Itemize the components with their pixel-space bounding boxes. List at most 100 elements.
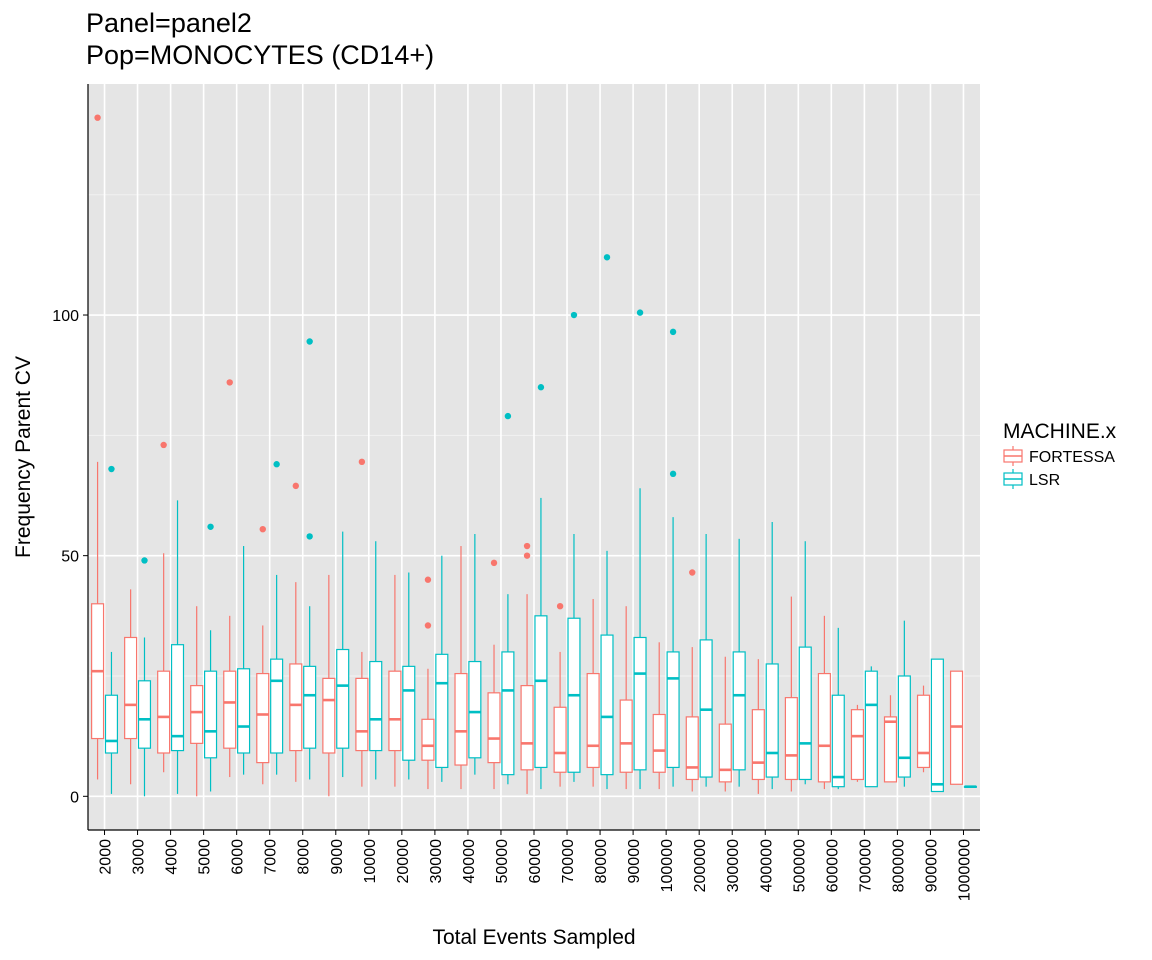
box-fortessa-4000: [157, 441, 171, 773]
box-iqr: [124, 636, 138, 740]
box-lsr-10000: [369, 541, 383, 780]
box-fortessa-200000: [685, 569, 699, 792]
box-lsr-100000: [666, 328, 680, 787]
box-iqr: [520, 685, 534, 771]
box-iqr: [718, 723, 732, 783]
x-tick-label: 40000: [461, 839, 478, 884]
box-lsr-600000: [831, 627, 845, 790]
box-lsr-40000: [468, 534, 482, 775]
box-iqr: [369, 660, 383, 752]
box-lsr-70000: [567, 311, 581, 782]
outlier-point: [570, 311, 578, 319]
box-lsr-50000: [501, 412, 515, 785]
box-lsr-6000: [237, 546, 251, 775]
outlier-point: [141, 557, 148, 564]
box-lsr-500000: [798, 541, 812, 785]
x-tick-label: 4000: [164, 839, 181, 875]
box-lsr-200000: [699, 534, 713, 787]
box-iqr: [487, 692, 501, 764]
box-lsr-400000: [765, 521, 779, 790]
outlier-point: [358, 458, 366, 466]
legend-item-lsr: LSR: [1003, 469, 1060, 489]
box-iqr: [916, 694, 931, 769]
box-iqr: [322, 677, 336, 754]
x-axis-title: Total Events Sampled: [432, 926, 635, 949]
x-tick-label: 500000: [791, 839, 808, 892]
box-iqr: [402, 665, 416, 761]
box-lsr-8000: [303, 338, 317, 780]
box-lsr-2000: [104, 465, 119, 794]
box-iqr: [270, 658, 284, 754]
legend: MACHINE.x FORTESSA LSR: [1003, 420, 1117, 489]
box-iqr: [751, 709, 765, 781]
box-fortessa-300000: [718, 656, 732, 792]
box-iqr: [600, 634, 614, 776]
box-fortessa-80000: [586, 598, 600, 787]
box-fortessa-2000: [91, 114, 105, 780]
box-fortessa-8000: [289, 482, 303, 782]
legend-item-fortessa: FORTESSA: [1003, 446, 1115, 466]
x-tick-label: 600000: [824, 839, 841, 892]
box-lsr-20000: [402, 572, 416, 780]
y-axis-title: Frequency Parent CV: [12, 356, 35, 558]
x-tick-label: 8000: [296, 839, 313, 875]
box-fortessa-1000000: [949, 670, 964, 785]
box-iqr: [586, 672, 600, 769]
box-iqr: [652, 713, 666, 773]
outlier-point: [504, 412, 512, 420]
box-fortessa-10000: [355, 458, 369, 787]
outlier-point: [160, 441, 167, 449]
box-iqr: [501, 651, 515, 776]
box-iqr: [732, 651, 746, 771]
x-tick-label: 7000: [263, 839, 280, 875]
box-iqr: [685, 716, 699, 781]
box-iqr: [355, 677, 369, 752]
outlier-point: [424, 576, 432, 583]
box-fortessa-70000: [553, 603, 567, 787]
box-iqr: [137, 680, 152, 749]
box-iqr: [289, 663, 303, 752]
x-tick-label: 3000: [131, 839, 148, 875]
box-iqr: [237, 668, 251, 754]
box-lsr-80000: [600, 254, 614, 790]
box-iqr: [190, 685, 204, 744]
y-tick-label: 50: [61, 549, 79, 566]
legend-title: MACHINE.x: [1003, 420, 1117, 443]
box-lsr-9000: [336, 531, 350, 778]
y-tick-label: 0: [70, 789, 79, 806]
box-iqr: [930, 658, 944, 793]
chart-subtitle: Pop=MONOCYTES (CD14+): [86, 40, 434, 70]
box-iqr: [765, 663, 779, 778]
box-lsr-60000: [534, 384, 548, 790]
x-tick-label: 30000: [428, 839, 445, 884]
box-iqr: [534, 615, 548, 769]
box-fortessa-30000: [421, 576, 435, 790]
outlier-point: [636, 309, 644, 316]
box-iqr: [421, 718, 435, 761]
box-iqr: [798, 646, 812, 781]
chart-title: Panel=panel2: [86, 8, 252, 38]
box-fortessa-60000: [520, 542, 534, 794]
outlier-point: [669, 470, 677, 478]
box-lsr-4000: [170, 500, 185, 794]
box-fortessa-90000: [619, 606, 633, 790]
legend-items: FORTESSA LSR: [1003, 446, 1115, 489]
box-lsr-800000: [897, 620, 911, 787]
x-axis-ticks: 2000 3000 4000 5000 6000 7000 8000 9000 10000 200…: [98, 830, 973, 901]
x-tick-label: 700000: [857, 839, 874, 892]
box-iqr: [454, 672, 468, 766]
outlier-point: [424, 622, 432, 629]
outlier-point: [603, 254, 611, 261]
box-iqr: [435, 653, 449, 769]
box-iqr: [850, 709, 864, 781]
legend-label: FORTESSA: [1029, 449, 1115, 466]
box-iqr: [633, 636, 647, 771]
x-tick-label: 6000: [230, 839, 247, 875]
box-fortessa-500000: [784, 596, 798, 792]
y-axis-ticks: 0 50 100: [52, 308, 88, 806]
grid-layer: [88, 84, 980, 830]
box-fortessa-400000: [751, 659, 765, 794]
outlier-point: [306, 533, 313, 540]
box-iqr: [468, 660, 482, 759]
